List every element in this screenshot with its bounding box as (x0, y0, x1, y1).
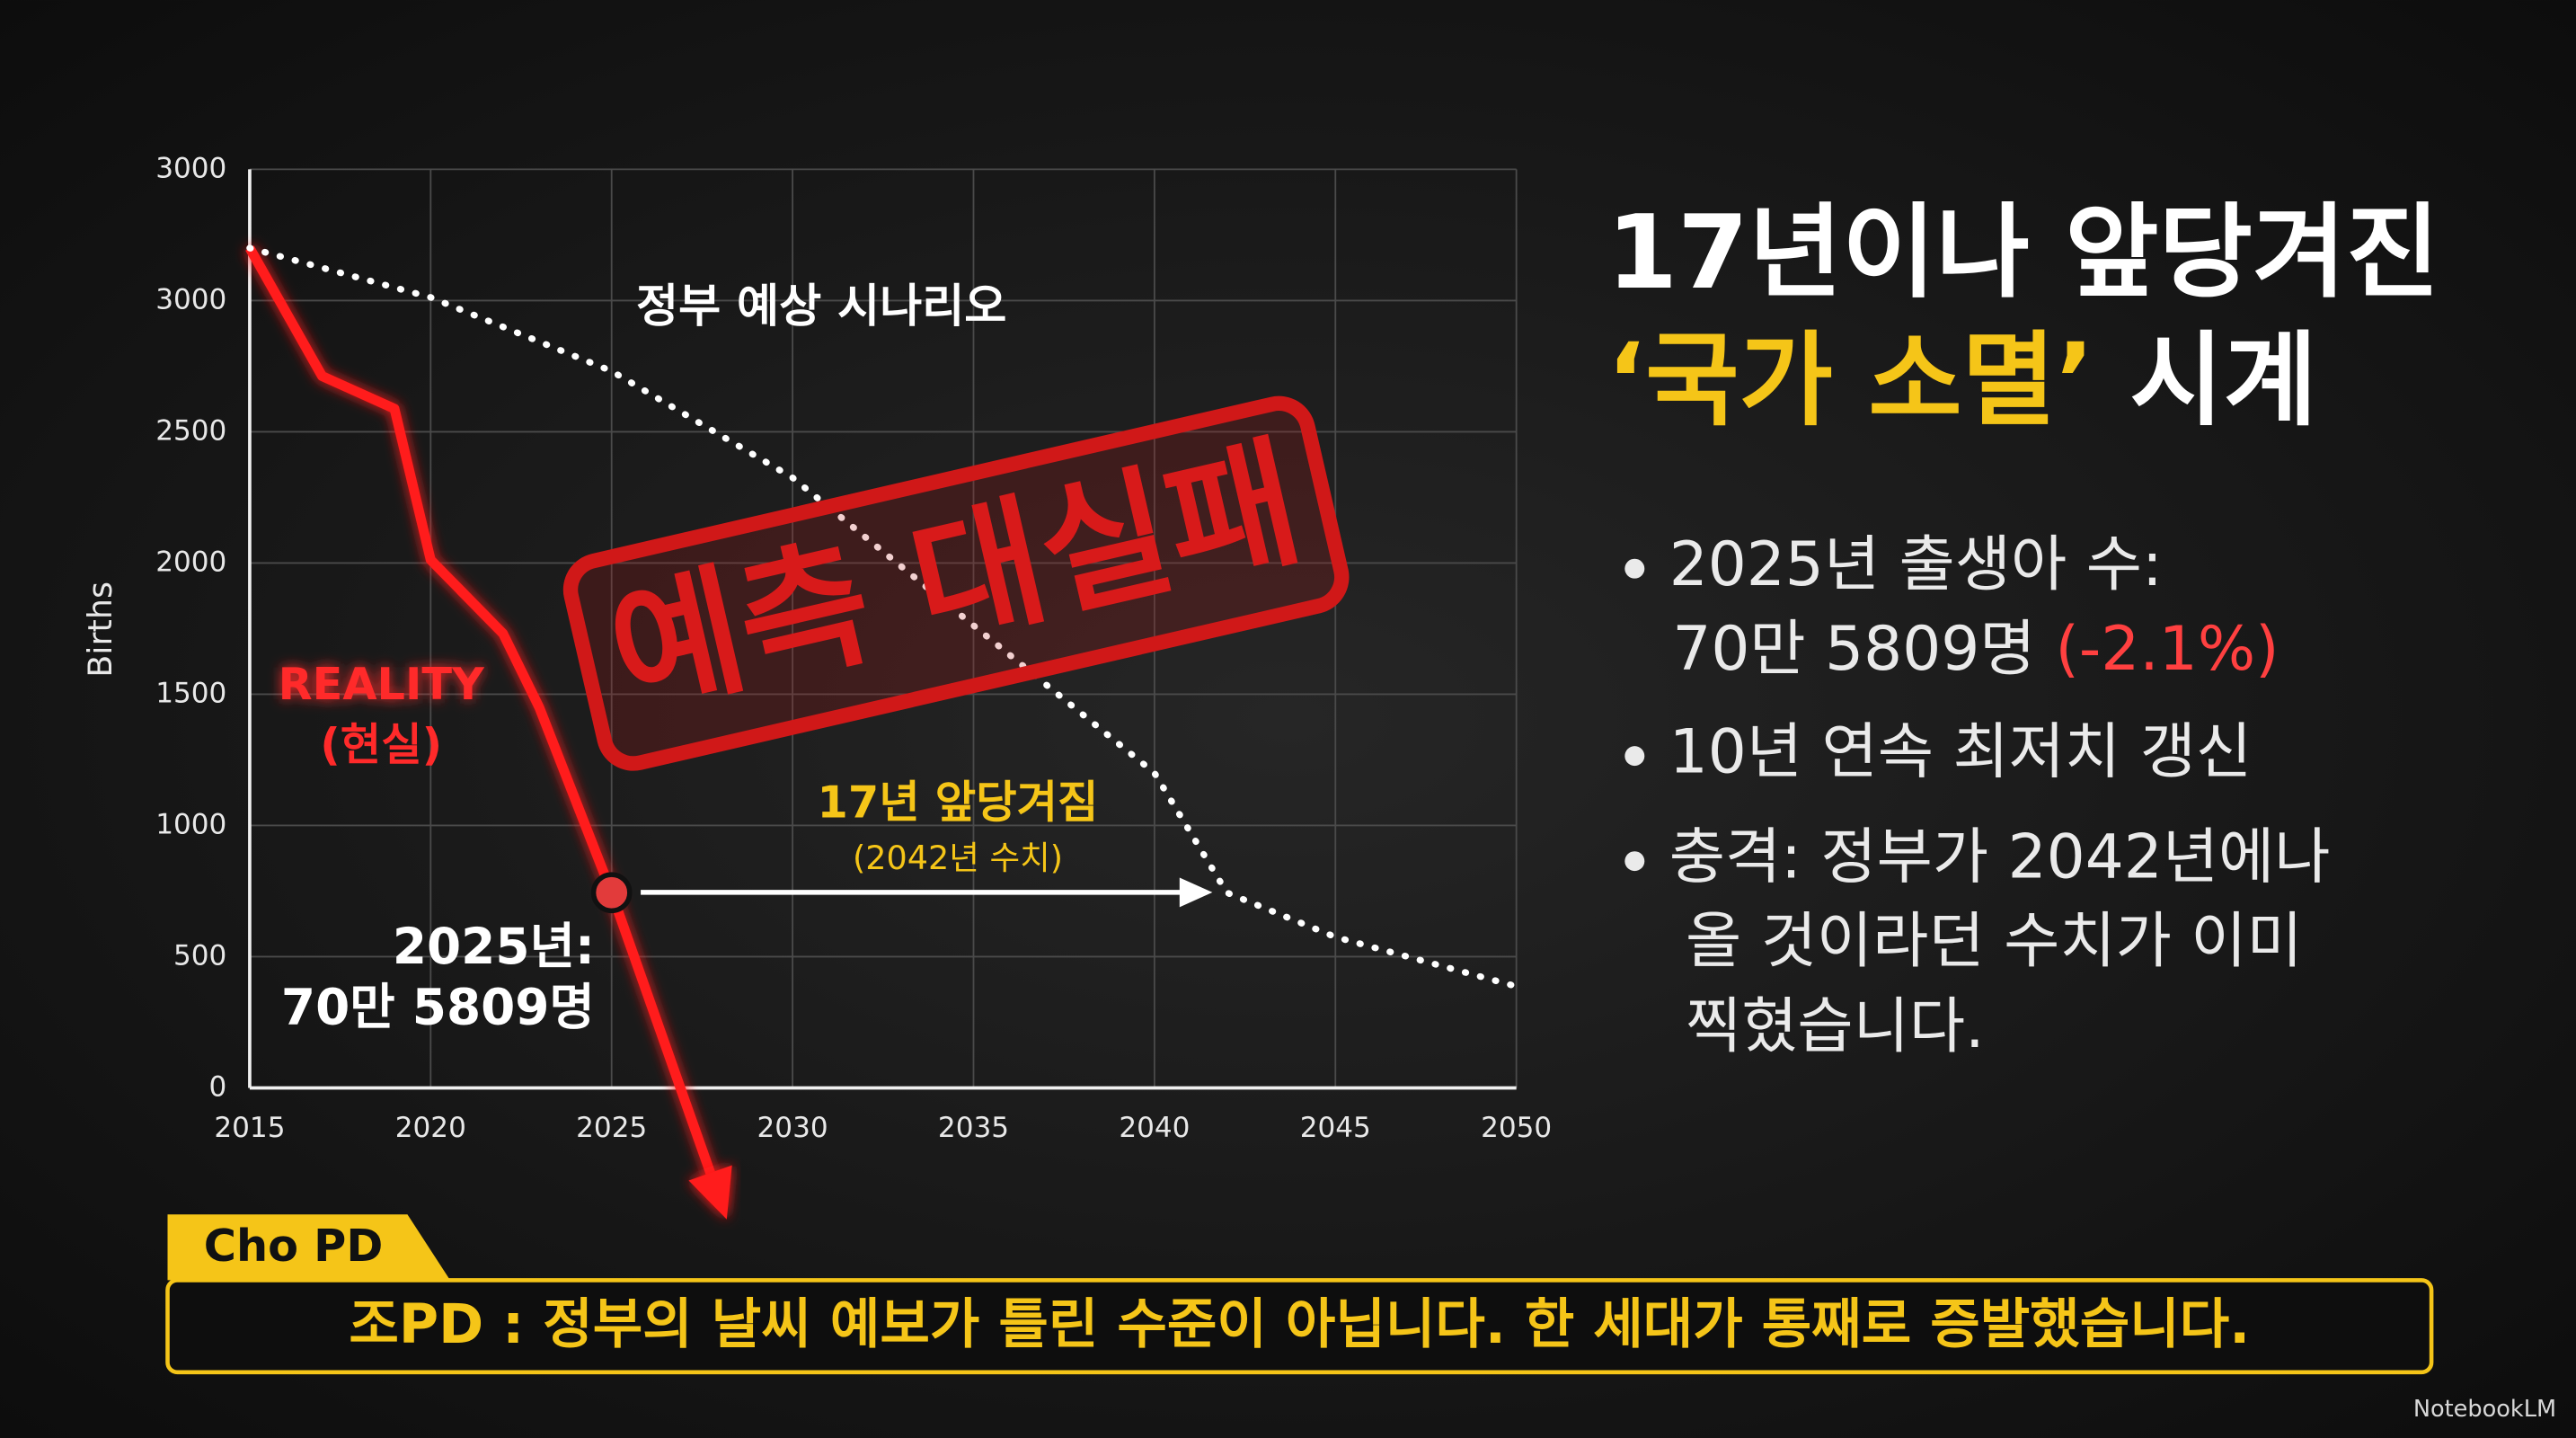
y-tick-label: 1500 (155, 677, 226, 709)
reality-label: REALITY (279, 658, 485, 710)
y-tick-label: 2000 (155, 546, 226, 578)
x-tick-label: 2050 (1481, 1112, 1552, 1144)
x-tick-label: 2020 (395, 1112, 466, 1144)
caption-tag: Cho PD (204, 1220, 384, 1272)
headline-highlight: ‘국가 소멸’ (1607, 322, 2094, 440)
plot: 2015 2020 2025 2030 2035 2040 2045 2050 0 500 1000… (155, 152, 1552, 1220)
x-tick-label: 2015 (214, 1112, 285, 1144)
bullets: 2025년 출생아 수: 70만 5809명 (-2.1%) 10년 연속 최저치… (1624, 528, 2330, 1061)
y-tick-label: 1000 (155, 808, 226, 840)
headline-text: 시계 (2094, 322, 2317, 440)
reality-arrowhead (688, 1165, 732, 1220)
scenario-line (246, 244, 1520, 990)
x-tick-label: 2045 (1300, 1112, 1371, 1144)
scenario-label: 정부 예상 시나리오 (636, 280, 1006, 333)
bullet-text: 70만 5809명 (-2.1%) (1672, 612, 2279, 683)
headline: ‘국가 소멸’ 시계 (1607, 322, 2317, 440)
highlight-point (590, 872, 633, 914)
caption-tag-bg (167, 1214, 450, 1281)
shift-arrowhead (1179, 877, 1213, 908)
x-tick-label: 2040 (1119, 1112, 1190, 1144)
x-tick-label: 2030 (757, 1112, 828, 1144)
point-year-label: 2025년: (393, 918, 595, 975)
bullet-dot (1624, 851, 1645, 872)
bullet-text: 2025년 출생아 수: (1669, 528, 2163, 599)
y-tick-label: 3000 (155, 152, 226, 184)
y-tick-label: 3000 (155, 283, 226, 315)
y-axis-label: Births (81, 581, 120, 678)
shift-label: 17년 앞당겨짐 (818, 776, 1099, 828)
caption-box (165, 1278, 2434, 1375)
bullet-dot (1624, 746, 1645, 767)
bullet-text: 10년 연속 최저치 갱신 (1669, 716, 2252, 787)
bullet-text: 찍혔습니다. (1686, 990, 1985, 1061)
y-tick-label: 500 (173, 939, 226, 972)
bullet-text: 충격: 정부가 2042년에나 (1669, 821, 2331, 892)
reality-line (245, 245, 725, 1203)
bullet-text: 올 것이라던 수치가 이미 (1686, 905, 2303, 976)
y-tick-label: 2500 (155, 414, 226, 447)
bullet-change: (-2.1%) (2055, 612, 2279, 683)
watermark: NotebookLM (2413, 1396, 2556, 1423)
x-tick-label: 2025 (576, 1112, 647, 1144)
bullet-text: 70만 5809명 (1672, 612, 2035, 683)
point-value-label: 70만 5809명 (281, 979, 595, 1036)
headline: 17년이나 앞당겨진 (1607, 193, 2439, 312)
bullet-dot (1624, 558, 1645, 579)
shift-sub-label: (2042년 수치) (853, 839, 1063, 877)
reality-sub-label: (현실) (320, 718, 442, 770)
y-tick-label: 0 (209, 1070, 227, 1103)
stamp-frame (562, 395, 1350, 771)
caption-text: 조PD : 정부의 날씨 예보가 틀린 수준이 아닙니다. 한 세대가 통째로 … (349, 1293, 2250, 1356)
x-tick-label: 2035 (938, 1112, 1009, 1144)
